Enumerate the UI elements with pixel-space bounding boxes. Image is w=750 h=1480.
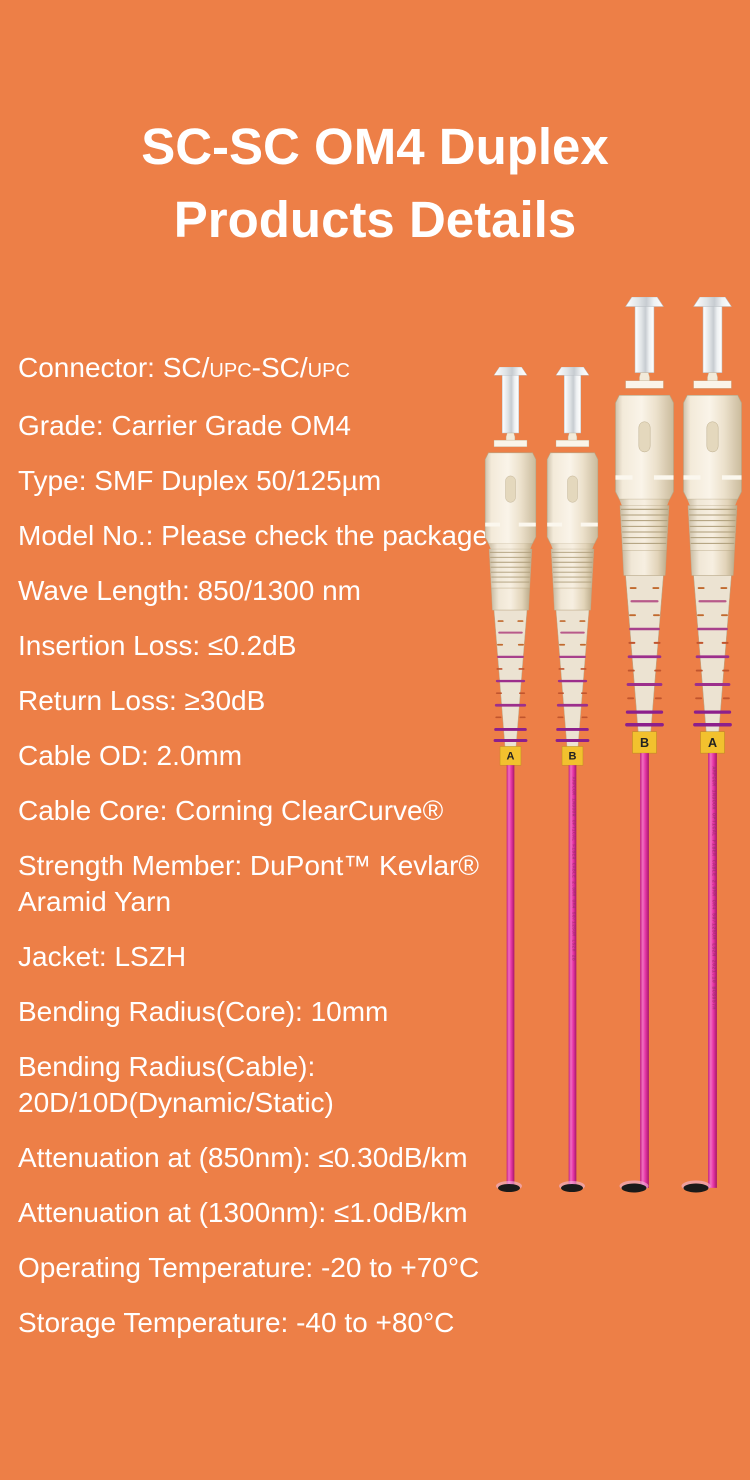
svg-text:A: A [507,751,515,763]
svg-text:B: B [569,751,577,763]
svg-text:A: A [708,736,717,750]
svg-text:AMPCOM INDOOR OPTICAL FIBER CA: AMPCOM INDOOR OPTICAL FIBER CABLE 2.0MM … [571,777,577,961]
svg-text:B: B [640,736,649,750]
svg-text:AMPCOM INDOOR OPTICAL FIBER CA: AMPCOM INDOOR OPTICAL FIBER CABLE 2.0MM … [711,766,717,1009]
